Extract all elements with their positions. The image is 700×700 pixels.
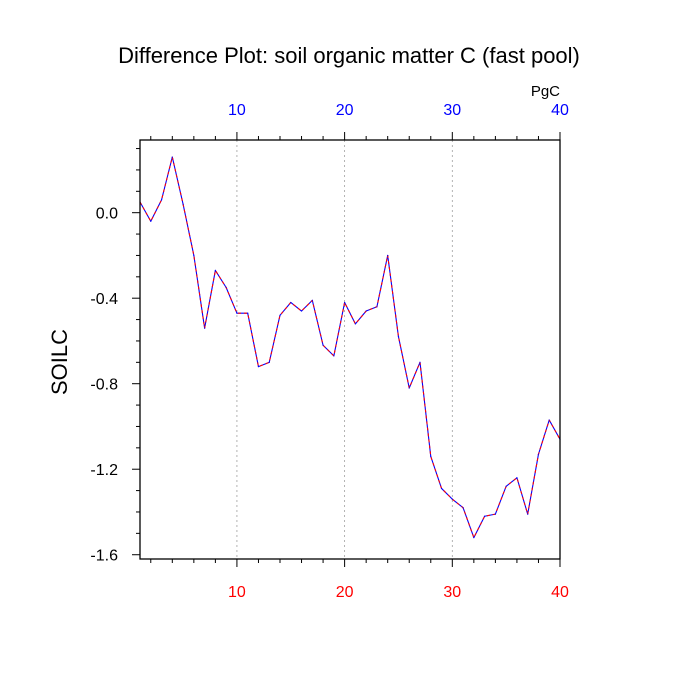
data-point-7 — [204, 327, 206, 329]
plot-frame — [139, 139, 561, 560]
data-point-3 — [160, 199, 163, 201]
tick-labels: 10 10 20 20 30 30 40 40 0.0 -0.4 -0.8 -1.2 -1.6 — [90, 102, 569, 601]
y-tick-label-4: -1.6 — [90, 548, 118, 565]
top-axis-unit: PgC — [531, 83, 560, 100]
series-line — [139, 156, 561, 539]
data-point-25 — [397, 336, 400, 338]
data-point-23 — [376, 306, 378, 308]
data-point-15 — [290, 301, 292, 304]
chart-title: Difference Plot: soil organic matter C (… — [118, 43, 580, 68]
data-point-28 — [430, 455, 432, 457]
data-point-34 — [494, 513, 496, 515]
data-point-20 — [344, 301, 346, 304]
data-point-36 — [516, 477, 518, 479]
x-tick-label-bottom-40: 40 — [551, 584, 569, 601]
y-tick-label-2: -0.8 — [90, 377, 118, 394]
y-tick-label-1: -0.4 — [90, 291, 118, 308]
data-point-19 — [333, 355, 335, 357]
data-point-22 — [365, 310, 367, 312]
x-tick-label-top-40: 40 — [551, 102, 569, 119]
data-point-29 — [440, 487, 443, 490]
x-tick-label-bottom-10: 10 — [228, 584, 246, 601]
grid-lines — [236, 140, 453, 559]
data-point-11 — [247, 312, 249, 314]
data-point-37 — [527, 513, 529, 515]
axis-ticks — [132, 132, 561, 567]
data-point-30 — [451, 498, 453, 500]
data-point-6 — [193, 254, 195, 257]
x-tick-label-bottom-20: 20 — [336, 584, 354, 601]
data-point-13 — [268, 361, 270, 363]
data-point-9 — [225, 286, 227, 289]
data-point-16 — [300, 310, 303, 312]
x-tick-label-top-20: 20 — [336, 102, 354, 119]
data-point-14 — [279, 314, 281, 316]
data-point-39 — [548, 419, 550, 421]
data-point-5 — [182, 203, 184, 205]
data-point-8 — [214, 269, 216, 272]
data-point-35 — [505, 485, 507, 487]
series-group — [139, 156, 561, 539]
y-tick-label-3: -1.2 — [90, 462, 118, 479]
x-tick-label-bottom-30: 30 — [443, 584, 461, 601]
data-point-32 — [473, 537, 475, 539]
data-point-2 — [150, 220, 152, 222]
data-point-24 — [387, 254, 389, 257]
data-point-10 — [236, 312, 238, 314]
data-point-4 — [171, 156, 173, 158]
x-tick-label-top-10: 10 — [228, 102, 246, 119]
data-point-12 — [257, 366, 260, 368]
y-tick-label-0: 0.0 — [96, 206, 118, 223]
data-point-18 — [322, 344, 324, 346]
data-point-21 — [354, 323, 356, 325]
data-point-27 — [419, 361, 421, 363]
data-point-38 — [537, 453, 540, 455]
x-tick-label-top-30: 30 — [443, 102, 461, 119]
data-point-17 — [311, 299, 313, 301]
y-axis-label: SOILC — [47, 329, 72, 395]
data-point-31 — [462, 507, 464, 509]
data-point-26 — [408, 387, 410, 389]
series-line-dashed — [139, 156, 561, 539]
data-point-33 — [484, 515, 486, 517]
